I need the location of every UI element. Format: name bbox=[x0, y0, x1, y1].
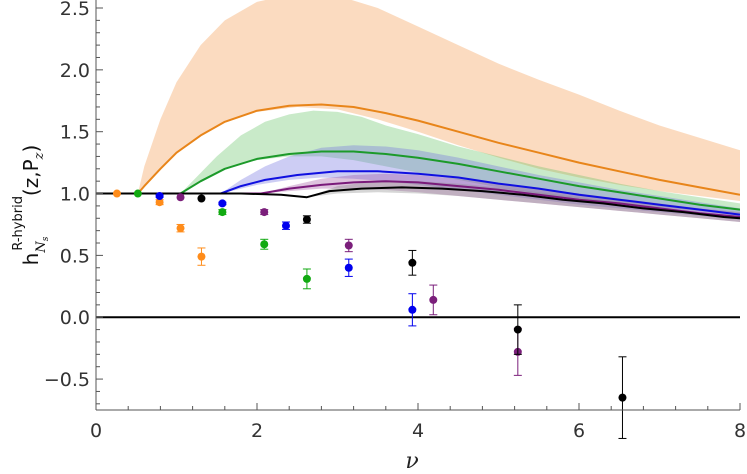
x-tick-label: 8 bbox=[734, 420, 746, 442]
data-point bbox=[618, 356, 627, 439]
point-marker bbox=[260, 208, 269, 217]
x-tick-label: 4 bbox=[412, 420, 424, 442]
x-tick-label: 6 bbox=[573, 420, 585, 442]
data-point bbox=[513, 304, 522, 355]
point-marker bbox=[344, 263, 353, 272]
point-marker bbox=[112, 189, 121, 198]
series-line-2 bbox=[96, 170, 740, 216]
y-tick-label: 2.5 bbox=[60, 0, 90, 20]
data-point bbox=[260, 238, 269, 250]
point-marker bbox=[155, 192, 164, 201]
y-tick-label: 0.5 bbox=[60, 245, 90, 267]
data-point bbox=[218, 208, 227, 217]
data-point bbox=[197, 247, 206, 266]
data-point bbox=[344, 238, 353, 253]
point-marker bbox=[429, 295, 438, 304]
point-marker bbox=[218, 199, 227, 208]
data-point bbox=[112, 189, 121, 198]
point-marker bbox=[618, 393, 627, 402]
y-label-base: h bbox=[19, 253, 43, 266]
series-line-3 bbox=[96, 180, 740, 218]
series-line-0 bbox=[96, 103, 740, 196]
point-marker bbox=[218, 208, 227, 217]
data-points bbox=[112, 189, 627, 439]
series-curves bbox=[96, 103, 740, 220]
y-label-args: (z,P bbox=[19, 159, 43, 196]
data-point bbox=[302, 268, 311, 290]
y-label-superscript: R-hybrid bbox=[11, 196, 26, 251]
data-point bbox=[281, 221, 290, 230]
point-marker bbox=[197, 194, 206, 203]
data-point bbox=[260, 208, 269, 217]
band-2 bbox=[220, 145, 740, 220]
x-tick-label: 2 bbox=[251, 420, 263, 442]
x-axis-ticks: 0 2 4 6 8 bbox=[90, 403, 746, 442]
point-marker bbox=[197, 252, 206, 261]
y-tick-label: −0.5 bbox=[44, 369, 90, 391]
y-tick-label: 2.0 bbox=[60, 60, 90, 82]
point-marker bbox=[133, 189, 142, 198]
point-marker bbox=[344, 241, 353, 250]
y-label-subscript: N bbox=[34, 241, 49, 254]
band-4 bbox=[306, 181, 740, 222]
y-tick-label: 0.0 bbox=[60, 307, 90, 329]
y-label-args-sub: z bbox=[32, 152, 47, 160]
data-point bbox=[155, 192, 164, 201]
point-marker bbox=[155, 198, 164, 207]
band-3 bbox=[261, 173, 740, 222]
point-marker bbox=[176, 224, 185, 233]
point-marker bbox=[260, 240, 269, 249]
band-0 bbox=[137, 0, 740, 201]
data-point bbox=[176, 193, 185, 202]
data-point bbox=[218, 199, 227, 208]
data-point bbox=[302, 215, 311, 224]
y-axis-ticks: −0.5 0.0 0.5 1.0 1.5 2.0 2.5 bbox=[44, 0, 103, 405]
y-label-args-close: ) bbox=[19, 145, 43, 153]
series-line-4 bbox=[96, 186, 740, 220]
x-axis-label: ν bbox=[405, 449, 418, 474]
point-marker bbox=[302, 274, 311, 283]
data-point bbox=[197, 194, 206, 203]
data-point bbox=[429, 284, 438, 316]
data-point bbox=[344, 258, 353, 277]
y-tick-label: 1.5 bbox=[60, 122, 90, 144]
data-point bbox=[133, 189, 142, 198]
point-marker bbox=[513, 325, 522, 334]
series-line-1 bbox=[96, 150, 740, 211]
data-point bbox=[408, 293, 417, 327]
y-axis-label: hNs R-hybrid(z,Pz) bbox=[11, 145, 51, 266]
point-marker bbox=[176, 193, 185, 202]
point-marker bbox=[408, 305, 417, 314]
point-marker bbox=[281, 221, 290, 230]
data-point bbox=[408, 249, 417, 276]
data-point bbox=[176, 223, 185, 233]
x-tick-label: 0 bbox=[90, 420, 102, 442]
y-tick-label: 1.0 bbox=[60, 184, 90, 206]
y-label-subsubscript: s bbox=[41, 236, 51, 241]
point-marker bbox=[302, 215, 311, 224]
point-marker bbox=[408, 258, 417, 267]
